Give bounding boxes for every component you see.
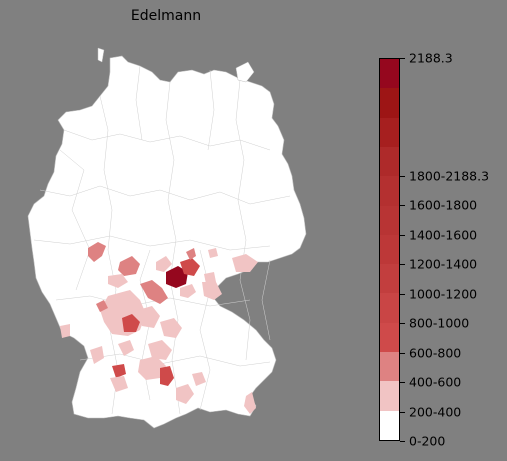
colorbar-tick: [400, 264, 405, 266]
colorbar-tick-label: 800-1000: [409, 315, 470, 331]
colorbar-tick-label: 1400-1600: [409, 227, 478, 243]
colorbar-segment: [380, 293, 399, 323]
colorbar-tick: [400, 352, 405, 354]
district-highlights: [60, 242, 258, 414]
island-north: [97, 47, 105, 63]
colorbar-segment: [380, 264, 399, 294]
colorbar-segment: [380, 410, 399, 440]
colorbar-tick: [400, 323, 405, 325]
colorbar-tick-label: 1800-2188.3: [409, 168, 490, 184]
colorbar-segment: [380, 234, 399, 265]
region-borders: [33, 65, 291, 415]
colorbar-tick-label: 0-200: [409, 433, 446, 449]
colorbar-tick: [400, 382, 405, 384]
colorbar-segment: [380, 322, 399, 353]
colorbar-tick: [400, 175, 405, 177]
colorbar-tick-label: 2188.3: [409, 50, 453, 66]
map-title: Edelmann: [130, 8, 202, 24]
island-ruegen: [235, 61, 255, 83]
colorbar-tick-label: 1600-1800: [409, 197, 478, 213]
colorbar-tick: [400, 411, 405, 413]
colorbar-segment: [380, 117, 399, 147]
colorbar-segment: [380, 88, 399, 118]
colorbar-segment: [380, 176, 399, 206]
germany-outline: [27, 55, 307, 429]
colorbar-tick: [400, 293, 405, 295]
colorbar: [379, 58, 400, 441]
germany-choropleth-map: [27, 47, 307, 429]
colorbar-tick: [400, 234, 405, 236]
colorbar-tick-label: 400-600: [409, 374, 462, 390]
colorbar-segment: [380, 146, 399, 177]
colorbar-tick: [400, 441, 405, 442]
colorbar-segment: [380, 205, 399, 235]
colorbar-tick-label: 1000-1200: [409, 286, 478, 302]
colorbar-tick: [400, 205, 405, 207]
colorbar-segment: [380, 352, 399, 382]
colorbar-segment: [380, 381, 399, 411]
colorbar-segment: [380, 58, 399, 89]
colorbar-tick: [400, 58, 405, 59]
colorbar-tick-label: 600-800: [409, 345, 462, 361]
colorbar-tick-label: 1200-1400: [409, 256, 478, 272]
colorbar-tick-label: 200-400: [409, 404, 462, 420]
